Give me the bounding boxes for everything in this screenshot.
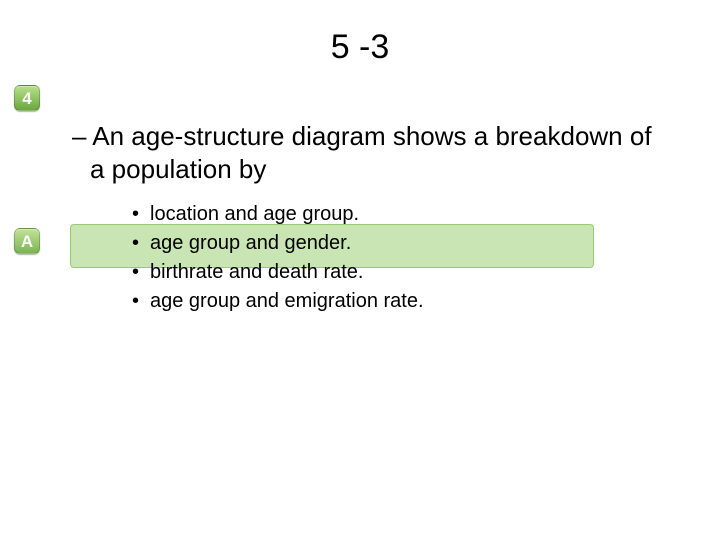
question-stem: – An age-structure diagram shows a break…	[72, 120, 657, 185]
option-3: age group and emigration rate.	[130, 287, 650, 316]
option-2: birthrate and death rate.	[130, 258, 650, 287]
options-list: location and age group. age group and ge…	[130, 200, 650, 316]
option-1: age group and gender.	[130, 229, 650, 258]
stem-dash: –	[72, 121, 92, 151]
stem-text: An age-structure diagram shows a breakdo…	[90, 121, 652, 184]
option-0: location and age group.	[130, 200, 650, 229]
question-number-badge: 4	[14, 85, 40, 111]
answer-letter-badge: A	[14, 228, 40, 254]
slide-title: 5 -3	[0, 28, 720, 67]
